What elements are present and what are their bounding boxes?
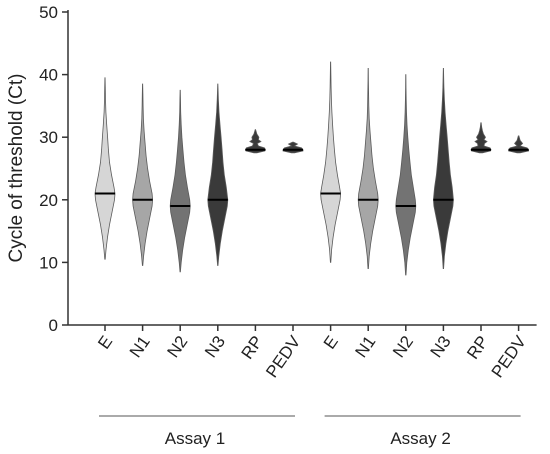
y-tick-label: 40	[39, 66, 58, 85]
x-tick-label-pedv: PEDV	[262, 332, 304, 381]
x-tick-label-e: E	[320, 332, 342, 352]
axes: 0 10 20 30 40 50	[39, 3, 537, 335]
x-tick-label-rp: RP	[463, 332, 492, 362]
x-tick-label-n1: N1	[351, 332, 379, 361]
violin-n1-assay-1	[132, 83, 154, 266]
group-label: Assay 2	[390, 429, 450, 448]
violin-pedv-assay-1	[282, 141, 304, 154]
violin-n2-assay-1	[169, 89, 191, 273]
x-tick-label-n2: N2	[163, 332, 191, 361]
x-tick-label-n3: N3	[201, 332, 229, 361]
group-label: Assay 1	[165, 429, 225, 448]
violin-n1-assay-2	[357, 67, 379, 270]
violin-n3-assay-1	[207, 83, 229, 266]
y-tick-label: 20	[39, 191, 58, 210]
violin-e-assay-2	[320, 61, 342, 263]
y-tick-label: 0	[49, 316, 58, 335]
x-tick-label-n2: N2	[389, 332, 417, 361]
y-tick-label: 30	[39, 128, 58, 147]
x-tick-label-pedv: PEDV	[488, 332, 530, 381]
violin-rp-assay-1	[244, 129, 266, 154]
violin-rp-assay-2	[470, 122, 492, 154]
x-tick-label-rp: RP	[238, 332, 267, 362]
y-tick-label: 50	[39, 3, 58, 22]
y-axis-label: Cycle of threshold (Ct)	[6, 73, 27, 262]
y-tick-label: 10	[39, 253, 58, 272]
x-tick-label-n1: N1	[126, 332, 154, 361]
violins	[94, 61, 529, 276]
violin-n3-assay-2	[432, 67, 454, 270]
violin-e-assay-1	[94, 77, 116, 260]
group-brackets: Assay 1 Assay 2	[99, 415, 521, 448]
violin-n2-assay-2	[395, 74, 417, 276]
x-tick-label-n3: N3	[427, 332, 455, 361]
x-tick-label-e: E	[94, 332, 116, 352]
